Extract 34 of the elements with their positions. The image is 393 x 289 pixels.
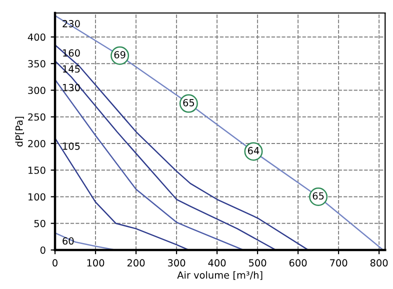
y-tick-label: 350 <box>28 60 46 68</box>
y-tick-label: 150 <box>28 166 46 174</box>
x-tick-label: 400 <box>208 259 226 267</box>
y-tick-label: 300 <box>28 86 46 94</box>
x-tick-label: 300 <box>168 259 186 267</box>
x-tick-label: 600 <box>289 259 307 267</box>
line-series <box>55 78 244 250</box>
annotation: 64 <box>248 146 260 154</box>
y-tick-label: 200 <box>28 140 46 148</box>
annotation: 65 <box>183 99 194 106</box>
y-tick-label: 100 <box>28 193 46 201</box>
x-tick-label: 800 <box>370 259 388 267</box>
x-tick-label: 0 <box>52 259 58 267</box>
annotation: 105 <box>63 142 80 150</box>
annotation: 145 <box>63 65 80 73</box>
annotation: 60 <box>62 237 74 245</box>
y-tick-label: 50 <box>34 220 46 228</box>
x-axis-title: Air volume [m³/h] <box>177 271 262 280</box>
line-series <box>55 138 190 250</box>
y-tick-label: 400 <box>28 33 46 41</box>
annotation: 230 <box>62 20 80 28</box>
y-tick-label: 250 <box>28 113 46 121</box>
x-tick-label: 700 <box>330 259 348 267</box>
y-axis-title: dP[Pa] <box>15 116 24 146</box>
x-tick-label: 100 <box>87 259 104 267</box>
y-tick-label: 0 <box>40 246 46 254</box>
annotation: 65 <box>312 192 324 200</box>
annotation: 130 <box>63 84 80 92</box>
line-series <box>55 15 384 250</box>
x-tick-label: 200 <box>127 259 145 267</box>
x-tick-label: 500 <box>249 259 266 267</box>
annotation: 69 <box>114 51 126 58</box>
line-series <box>55 44 309 250</box>
line-series <box>55 60 276 250</box>
